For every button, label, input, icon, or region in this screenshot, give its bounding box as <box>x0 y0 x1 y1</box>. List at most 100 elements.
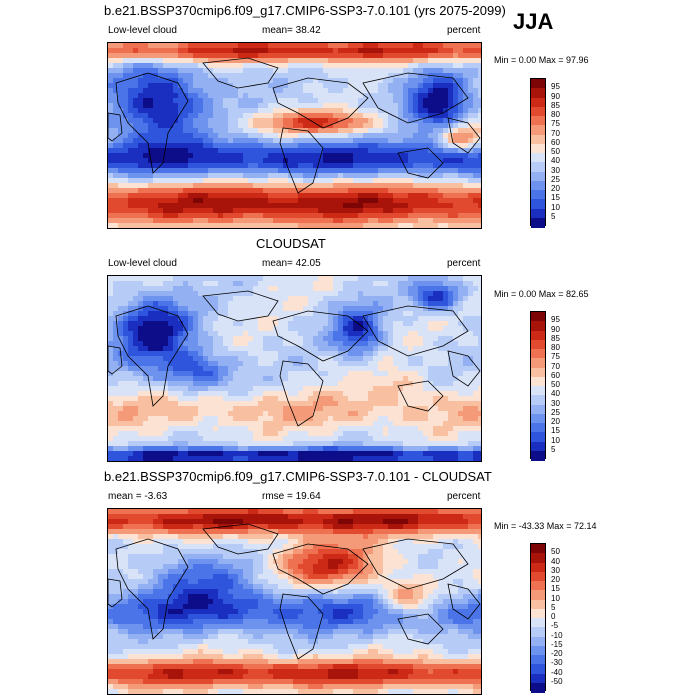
map-cell <box>458 73 464 79</box>
map-cell <box>293 188 299 194</box>
map-cell <box>428 218 434 224</box>
map-cell <box>388 123 394 129</box>
map-cell <box>163 311 169 317</box>
map-cell <box>113 311 119 317</box>
map-cell <box>248 311 254 317</box>
map-cell <box>133 371 139 377</box>
map-cell <box>293 108 299 114</box>
map-cell <box>158 228 164 229</box>
map-cell <box>168 48 174 54</box>
map-cell <box>428 341 434 347</box>
map-cell <box>393 371 399 377</box>
map-cell <box>198 401 204 407</box>
map-cell <box>208 198 214 204</box>
map-cell <box>388 366 394 372</box>
map-cell <box>153 316 159 322</box>
map-cell <box>138 53 144 59</box>
map-cell <box>388 113 394 119</box>
map-cell <box>398 281 404 287</box>
map-cell <box>158 291 164 297</box>
map-cell <box>183 291 189 297</box>
map-cell <box>383 163 389 169</box>
map-cell <box>128 321 134 327</box>
map-cell <box>398 168 404 174</box>
map-cell <box>383 128 389 134</box>
map-cell <box>193 63 199 69</box>
map-cell <box>158 203 164 209</box>
map-cell <box>368 331 374 337</box>
map-cell <box>333 326 339 332</box>
map-cell <box>293 143 299 149</box>
map-cell <box>423 386 429 392</box>
map-cell <box>293 336 299 342</box>
map-cell <box>453 123 459 129</box>
map-cell <box>188 396 194 402</box>
map-cell <box>318 331 324 337</box>
map-cell <box>143 73 149 79</box>
map-cell <box>403 306 409 312</box>
map-cell <box>288 296 294 302</box>
map-cell <box>378 371 384 377</box>
map-cell <box>273 336 279 342</box>
map-cell <box>213 173 219 179</box>
map-cell <box>323 281 329 287</box>
map-cell <box>213 406 219 412</box>
map-cell <box>368 83 374 89</box>
map-cell <box>123 346 129 352</box>
map-cell <box>408 73 414 79</box>
map-cell <box>293 366 299 372</box>
map-cell <box>353 153 359 159</box>
map-cell <box>288 208 294 214</box>
map-cell <box>208 78 214 84</box>
map-cell <box>133 178 139 184</box>
map-cell <box>153 113 159 119</box>
map-cell <box>298 406 304 412</box>
map-cell <box>253 396 259 402</box>
map-cell <box>183 276 189 282</box>
map-cell <box>308 361 314 367</box>
map-cell <box>473 193 479 199</box>
map-cell <box>133 183 139 189</box>
map-cell <box>228 391 234 397</box>
map-cell <box>143 336 149 342</box>
map-cell <box>248 68 254 74</box>
map-cell <box>478 88 481 94</box>
map-cell <box>118 203 124 209</box>
map-cell <box>343 143 349 149</box>
map-cell <box>318 346 324 352</box>
map-cell <box>198 411 204 417</box>
map-cell <box>263 376 269 382</box>
map-cell <box>293 93 299 99</box>
map-cell <box>233 311 239 317</box>
map-cell <box>383 73 389 79</box>
map-cell <box>158 128 164 134</box>
map-cell <box>383 346 389 352</box>
map-cell <box>403 296 409 302</box>
map-cell <box>153 331 159 337</box>
map-cell <box>203 203 209 209</box>
map-cell <box>118 113 124 119</box>
map-cell <box>343 193 349 199</box>
map-cell <box>278 53 284 59</box>
map-cell <box>383 286 389 292</box>
map-cell <box>388 138 394 144</box>
map-cell <box>423 143 429 149</box>
map-cell <box>443 63 449 69</box>
map-cell <box>323 178 329 184</box>
map-cell <box>333 223 339 228</box>
map-cell <box>253 73 259 79</box>
map-cell <box>253 148 259 154</box>
map-cell <box>248 158 254 164</box>
map-cell <box>198 218 204 224</box>
map-cell <box>438 218 444 224</box>
map-cell <box>343 213 349 219</box>
map-cell <box>463 326 469 332</box>
map-cell <box>288 366 294 372</box>
map-cell <box>283 356 289 362</box>
map-cell <box>233 351 239 357</box>
map-cell <box>223 68 229 74</box>
map-cell <box>288 291 294 297</box>
map-cell <box>318 406 324 412</box>
map-cell <box>138 381 144 387</box>
map-cell <box>348 148 354 154</box>
